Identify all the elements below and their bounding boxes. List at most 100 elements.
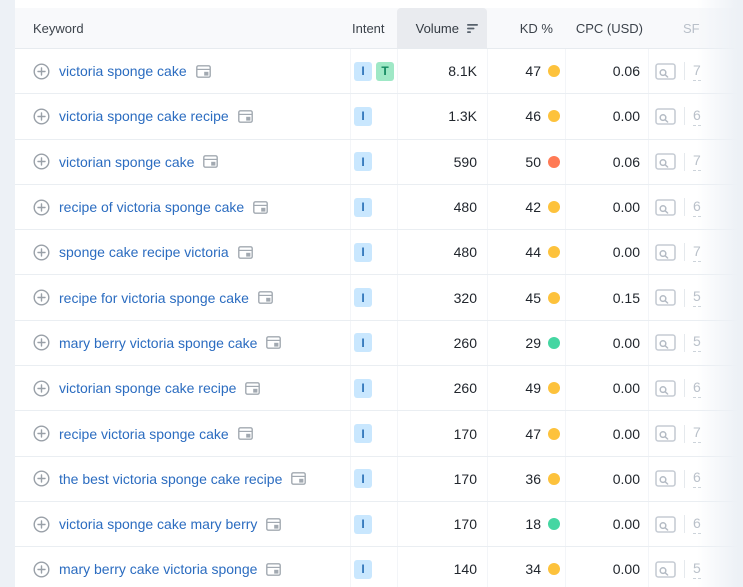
serp-snippet-icon[interactable] (237, 245, 253, 259)
column-header-sf[interactable]: SF (648, 8, 743, 48)
add-keyword-plus-icon[interactable] (33, 199, 50, 216)
add-keyword-plus-icon[interactable] (33, 244, 50, 261)
serp-snippet-icon[interactable] (253, 200, 269, 214)
kd-difficulty-dot (548, 518, 560, 531)
cpc-cell: 0.00 (565, 411, 648, 456)
cpc-value: 0.00 (612, 470, 640, 487)
volume-cell: 1.3K (397, 94, 487, 139)
column-header-kd[interactable]: KD % (487, 8, 565, 48)
kd-difficulty-dot (548, 201, 560, 214)
add-keyword-plus-icon[interactable] (33, 334, 50, 351)
serp-snippet-icon[interactable] (237, 110, 253, 123)
serp-preview-icon[interactable] (655, 289, 676, 306)
kd-difficulty-dot (548, 563, 560, 576)
volume-cell: 480 (397, 184, 487, 230)
intent-badge-informational: I (354, 197, 372, 217)
kd-cell: 29 (487, 320, 565, 366)
serp-preview-icon[interactable] (655, 334, 676, 352)
add-keyword-plus-icon[interactable] (33, 153, 50, 170)
volume-value: 140 (453, 561, 477, 578)
serp-preview-icon[interactable] (655, 153, 676, 171)
sf-cell: 7 (648, 411, 743, 456)
serp-snippet-icon[interactable] (291, 472, 307, 486)
add-keyword-plus-icon[interactable] (33, 425, 50, 442)
kd-cell: 34 (487, 547, 565, 587)
sf-count[interactable]: 5 (693, 288, 701, 308)
cpc-cell: 0.06 (565, 139, 648, 184)
sf-count[interactable]: 7 (693, 152, 701, 172)
intent-badge-informational: I (354, 242, 372, 262)
keyword-link[interactable]: victorian sponge cake (59, 153, 195, 170)
kd-cell: 42 (487, 184, 565, 230)
serp-preview-icon[interactable] (655, 561, 676, 578)
keyword-link[interactable]: victorian sponge cake recipe (59, 380, 237, 397)
column-header-cpc[interactable]: CPC (USD) (565, 8, 648, 48)
serp-snippet-icon[interactable] (266, 517, 282, 531)
add-keyword-plus-icon[interactable] (33, 289, 50, 306)
volume-cell: 260 (397, 320, 487, 366)
serp-preview-icon[interactable] (655, 198, 676, 216)
serp-snippet-icon[interactable] (245, 381, 261, 395)
keyword-cell: mary berry cake victoria sponge (15, 547, 350, 587)
sf-divider (684, 424, 685, 443)
serp-snippet-icon[interactable] (257, 291, 273, 305)
sf-count[interactable]: 6 (693, 379, 701, 398)
serp-preview-icon[interactable] (655, 515, 676, 533)
serp-snippet-icon[interactable] (237, 427, 253, 440)
keyword-link[interactable]: victoria sponge cake recipe (59, 108, 229, 125)
sf-count[interactable]: 6 (693, 198, 701, 217)
sf-count[interactable]: 6 (693, 469, 701, 489)
keyword-link[interactable]: victoria sponge cake mary berry (59, 516, 258, 533)
add-keyword-plus-icon[interactable] (33, 516, 50, 533)
serp-preview-icon[interactable] (655, 379, 676, 397)
sf-cell: 5 (648, 320, 743, 366)
serp-preview-icon[interactable] (655, 425, 676, 442)
serp-snippet-icon[interactable] (203, 155, 219, 169)
column-header-intent[interactable]: Intent (350, 8, 397, 48)
column-header-keyword[interactable]: Keyword (15, 8, 350, 48)
intent-badge-informational: I (354, 559, 372, 579)
kd-difficulty-dot (548, 336, 560, 349)
intent-badges: I (354, 559, 372, 579)
add-keyword-plus-icon[interactable] (33, 63, 50, 80)
keyword-link[interactable]: sponge cake recipe victoria (59, 244, 229, 261)
column-header-volume[interactable]: Volume (397, 8, 487, 48)
keyword-link[interactable]: recipe of victoria sponge cake (59, 199, 245, 216)
serp-snippet-icon[interactable] (195, 64, 211, 78)
keyword-link[interactable]: recipe for victoria sponge cake (59, 289, 249, 306)
intent-cell: I (350, 547, 397, 587)
keyword-link[interactable]: victoria sponge cake (59, 63, 187, 80)
serp-preview-icon[interactable] (655, 108, 676, 125)
table-header: Keyword Intent Volume KD % CPC (U (15, 8, 743, 49)
sf-divider (684, 560, 685, 579)
cpc-value: 0.00 (612, 108, 640, 125)
sf-count[interactable]: 6 (693, 107, 701, 126)
sf-cell: 6 (648, 501, 743, 547)
sf-count[interactable]: 5 (693, 560, 701, 579)
sf-count[interactable]: 7 (693, 424, 701, 444)
serp-snippet-icon[interactable] (266, 563, 282, 576)
keyword-link[interactable]: mary berry cake victoria sponge (59, 561, 258, 578)
column-header-volume-label: Volume (415, 20, 459, 36)
kd-value: 47 (525, 425, 541, 442)
intent-cell: I (350, 411, 397, 456)
add-keyword-plus-icon[interactable] (33, 561, 50, 578)
add-keyword-plus-icon[interactable] (33, 470, 50, 487)
sf-cell: 5 (648, 547, 743, 587)
add-keyword-plus-icon[interactable] (33, 108, 50, 125)
sf-count[interactable]: 6 (693, 515, 701, 534)
keyword-link[interactable]: mary berry victoria sponge cake (59, 334, 258, 351)
sf-count[interactable]: 7 (693, 243, 701, 262)
serp-snippet-icon[interactable] (266, 336, 282, 350)
serp-preview-icon[interactable] (655, 244, 676, 261)
sf-count[interactable]: 7 (693, 62, 701, 81)
intent-badge-informational: I (354, 469, 372, 489)
serp-preview-icon[interactable] (655, 62, 676, 80)
serp-preview-icon[interactable] (655, 470, 676, 488)
sf-count[interactable]: 5 (693, 333, 701, 353)
intent-cell: I (350, 184, 397, 230)
keyword-cell: the best victoria sponge cake recipe (15, 457, 350, 501)
keyword-link[interactable]: recipe victoria sponge cake (59, 425, 229, 442)
keyword-link[interactable]: the best victoria sponge cake recipe (59, 470, 283, 487)
add-keyword-plus-icon[interactable] (33, 380, 50, 397)
